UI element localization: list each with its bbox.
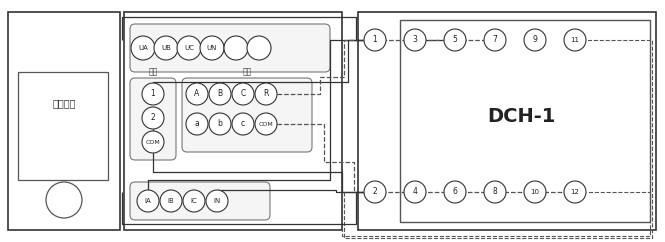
- FancyBboxPatch shape: [182, 78, 312, 152]
- Text: 直流试验: 直流试验: [53, 98, 76, 108]
- Circle shape: [364, 29, 386, 51]
- Circle shape: [186, 83, 208, 105]
- Text: 5: 5: [453, 36, 458, 45]
- Text: a: a: [195, 120, 200, 129]
- Text: C: C: [240, 90, 245, 98]
- Circle shape: [186, 113, 208, 135]
- Circle shape: [200, 36, 224, 60]
- Text: 开出: 开出: [148, 67, 158, 76]
- Text: 7: 7: [493, 36, 497, 45]
- Circle shape: [524, 29, 546, 51]
- Text: 9: 9: [533, 36, 537, 45]
- Text: 1: 1: [151, 90, 156, 98]
- Text: b: b: [217, 120, 222, 129]
- Text: IC: IC: [191, 198, 198, 204]
- Text: UC: UC: [184, 45, 194, 51]
- Text: 10: 10: [531, 189, 539, 195]
- Circle shape: [444, 181, 466, 203]
- Circle shape: [564, 29, 586, 51]
- Circle shape: [364, 181, 386, 203]
- Text: B: B: [217, 90, 223, 98]
- Circle shape: [209, 83, 231, 105]
- Circle shape: [232, 113, 254, 135]
- Circle shape: [524, 181, 546, 203]
- Text: 开入: 开入: [242, 67, 251, 76]
- Circle shape: [232, 83, 254, 105]
- Circle shape: [160, 190, 182, 212]
- Bar: [124, 12, 342, 230]
- Text: 8: 8: [493, 188, 497, 197]
- Text: IB: IB: [168, 198, 174, 204]
- Text: 2: 2: [151, 113, 156, 122]
- Circle shape: [247, 36, 271, 60]
- Text: 12: 12: [571, 189, 579, 195]
- Circle shape: [142, 107, 164, 129]
- Bar: [8, 12, 120, 230]
- FancyBboxPatch shape: [130, 78, 176, 160]
- Bar: [18, 72, 108, 180]
- Circle shape: [484, 181, 506, 203]
- Text: UA: UA: [138, 45, 148, 51]
- Text: UB: UB: [161, 45, 171, 51]
- Text: IA: IA: [144, 198, 152, 204]
- Circle shape: [154, 36, 178, 60]
- Circle shape: [444, 29, 466, 51]
- Circle shape: [255, 83, 277, 105]
- Circle shape: [177, 36, 201, 60]
- Circle shape: [183, 190, 205, 212]
- FancyBboxPatch shape: [130, 24, 330, 72]
- Text: 3: 3: [412, 36, 418, 45]
- Text: COM: COM: [259, 121, 273, 127]
- Text: UN: UN: [207, 45, 217, 51]
- Circle shape: [131, 36, 155, 60]
- Text: A: A: [194, 90, 199, 98]
- Circle shape: [404, 29, 426, 51]
- Circle shape: [224, 36, 248, 60]
- Text: 4: 4: [412, 188, 418, 197]
- FancyBboxPatch shape: [130, 182, 270, 220]
- Circle shape: [46, 182, 82, 218]
- Circle shape: [255, 113, 277, 135]
- Text: 11: 11: [571, 37, 579, 43]
- Circle shape: [209, 113, 231, 135]
- Circle shape: [206, 190, 228, 212]
- Text: IN: IN: [213, 198, 221, 204]
- Circle shape: [137, 190, 159, 212]
- Circle shape: [564, 181, 586, 203]
- Bar: [400, 20, 650, 222]
- Text: R: R: [263, 90, 269, 98]
- Circle shape: [142, 131, 164, 153]
- Text: 2: 2: [372, 188, 377, 197]
- Text: 1: 1: [372, 36, 377, 45]
- Circle shape: [404, 181, 426, 203]
- Text: 6: 6: [453, 188, 458, 197]
- Circle shape: [484, 29, 506, 51]
- Circle shape: [142, 83, 164, 105]
- Bar: [358, 12, 656, 230]
- Text: c: c: [241, 120, 245, 129]
- Text: DCH-1: DCH-1: [487, 107, 556, 126]
- Text: COM: COM: [146, 139, 160, 144]
